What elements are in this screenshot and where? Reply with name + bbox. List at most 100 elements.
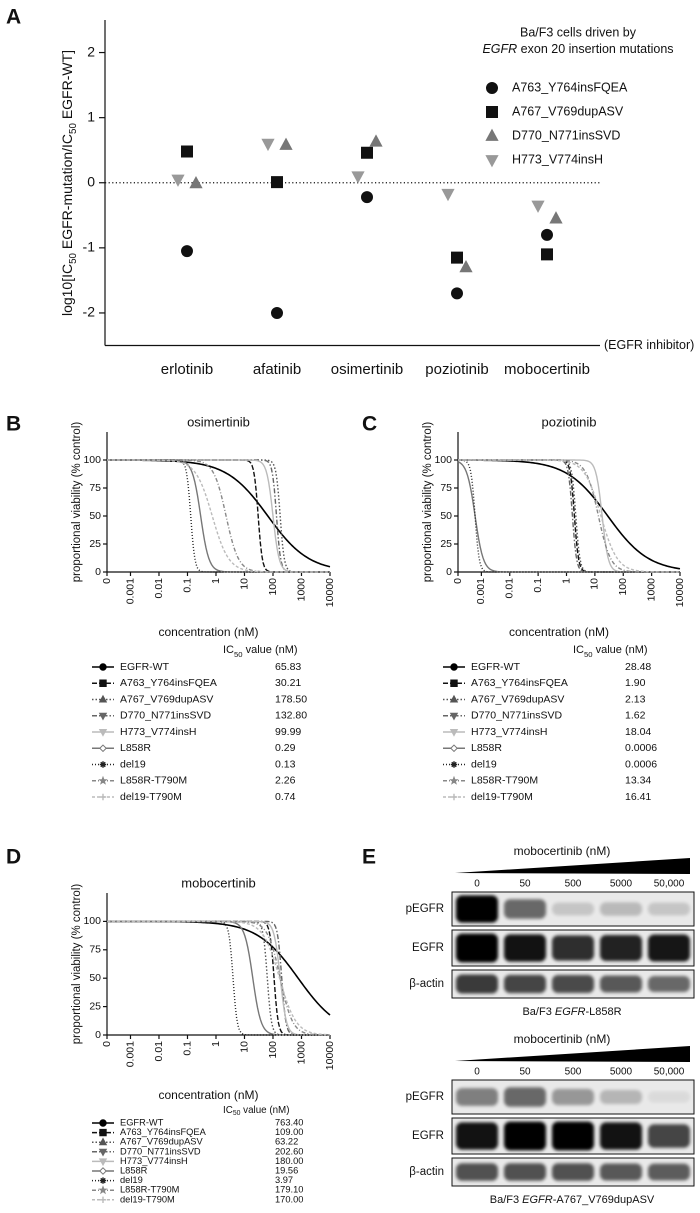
legend-label: del19-T790M: [120, 1194, 175, 1204]
y-tick-label: 0: [95, 1029, 101, 1041]
legend-label: A763_Y764insFQEA: [120, 1127, 207, 1137]
chart-title: EGFR exon 20 insertion mutations: [482, 42, 673, 56]
y-tick-label: 0: [446, 566, 452, 578]
point: [451, 251, 463, 264]
point: [369, 134, 383, 147]
chart-title: poziotinib: [542, 414, 597, 429]
blot-caption-part: Ba/F3: [490, 1194, 522, 1206]
blot-row-label: EGFR: [412, 1130, 444, 1142]
blot-band: [456, 1163, 498, 1181]
legend-header-part: value (nM): [593, 644, 648, 656]
legend-value: 170.00: [275, 1194, 303, 1204]
x-tick-label: erlotinib: [161, 361, 214, 378]
curve: [107, 920, 330, 1036]
blot-band: [504, 1121, 546, 1151]
legend-header-part: 50: [584, 650, 593, 659]
legend-marker: [99, 1177, 107, 1184]
curve: [107, 459, 330, 573]
point: [361, 191, 374, 203]
legend-marker: [450, 761, 458, 768]
x-tick-label: poziotinib: [425, 361, 488, 378]
dose-label: 0: [474, 879, 480, 890]
legend-marker: [99, 793, 107, 801]
legend-value: 1.62: [625, 710, 646, 722]
legend-label: A767_V769dupASV: [120, 693, 213, 705]
point: [271, 307, 284, 319]
legend-marker: [98, 775, 108, 785]
legend-value: 2.26: [275, 775, 296, 787]
dose-wedge: [455, 858, 690, 874]
legend-value: 13.34: [625, 775, 651, 787]
x-tick-label: 10: [589, 578, 601, 590]
x-tick-label: 1000: [645, 578, 657, 602]
curve: [107, 459, 330, 573]
legend-value: 1.90: [625, 677, 646, 689]
curve: [107, 459, 330, 573]
x-tick-label: afatinib: [253, 361, 301, 378]
x-tick-label: 100: [617, 578, 629, 596]
legend-marker: [485, 128, 499, 141]
legend-value: 63.22: [275, 1137, 298, 1147]
x-tick-label: 10: [238, 578, 250, 590]
legend-marker: [99, 1167, 107, 1175]
dose-wedge: [455, 1046, 690, 1062]
x-tick-label: 10000: [324, 578, 336, 607]
y-tick-label: 1: [87, 108, 95, 124]
x-tick-label: 100: [267, 1041, 279, 1059]
blot-band: [552, 935, 594, 961]
y-tick-label: 75: [440, 482, 452, 494]
y-tick-label: 100: [83, 454, 101, 466]
point: [361, 146, 373, 159]
point: [189, 176, 203, 189]
legend-header: IC50 value (nM): [573, 644, 648, 659]
legend-header: IC50 value (nM): [223, 1105, 289, 1118]
chart-title-part: EGFR: [482, 42, 517, 56]
legend-value: 179.10: [275, 1185, 303, 1195]
x-tick-label: 0.1: [181, 578, 193, 593]
point: [531, 200, 545, 213]
dose-label: 500: [565, 879, 582, 890]
dose-label: 50,000: [654, 1067, 685, 1078]
blot-band: [456, 1122, 498, 1150]
blot-band: [600, 975, 642, 993]
dose-label: 5000: [610, 879, 633, 890]
legend-marker: [98, 728, 108, 737]
blot-row-label: β-actin: [409, 1166, 444, 1178]
y-tick-label: 50: [440, 510, 452, 522]
legend-marker: [485, 155, 499, 168]
curve: [107, 920, 330, 1036]
y-tick-label: 25: [440, 538, 452, 550]
legend-label: L858R-T790M: [471, 775, 538, 787]
legend-label: del19: [120, 1175, 143, 1185]
blot-band: [552, 1163, 594, 1181]
y-tick-label: 25: [89, 1000, 101, 1012]
x-tick-label: osimertinib: [331, 361, 404, 378]
blot-band: [456, 974, 498, 994]
panel-label: D: [6, 846, 21, 869]
point: [459, 260, 473, 273]
legend-label: del19: [120, 758, 146, 770]
curve: [458, 459, 680, 573]
legend-marker: [449, 775, 459, 785]
blot-caption-part: EGFR: [555, 1006, 586, 1018]
x-tick-label: 0.001: [475, 578, 487, 604]
y-tick-label: 2: [87, 43, 95, 59]
blot-band: [504, 899, 546, 919]
y-axis-label-part: log10[IC: [59, 264, 75, 316]
blot-band: [504, 1163, 546, 1181]
curve: [458, 459, 680, 573]
point: [171, 174, 185, 187]
blot-band: [504, 934, 546, 962]
curve: [107, 920, 330, 1036]
legend-marker: [99, 744, 107, 753]
y-tick-label: 75: [89, 944, 101, 956]
legend-header-part: 50: [234, 650, 243, 659]
y-tick-label: 0: [95, 566, 101, 578]
legend-label: A763_Y764insFQEA: [120, 677, 217, 689]
x-tick-label: 0: [452, 578, 464, 584]
legend-value: 18.04: [625, 726, 651, 738]
y-axis-label-part: 50: [68, 252, 79, 263]
chart-title: mobocertinib: [181, 875, 255, 890]
blot-band: [600, 934, 642, 962]
blot-band: [648, 1091, 690, 1103]
